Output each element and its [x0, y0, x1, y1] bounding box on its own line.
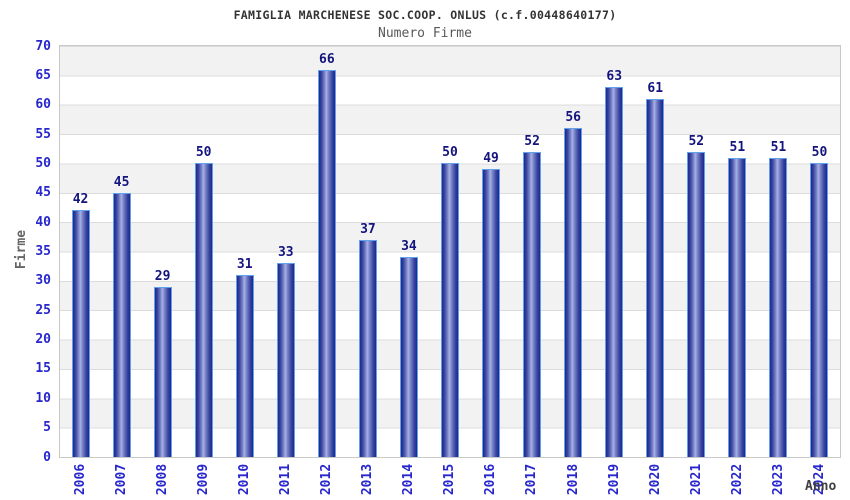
x-tick-2010: 2010	[226, 460, 264, 498]
x-tick-2023: 2023	[759, 460, 797, 498]
bar-value-label-2017: 52	[524, 133, 540, 149]
x-tick-2017: 2017	[513, 460, 551, 498]
bar-2016	[482, 169, 501, 457]
bar-2011	[276, 263, 295, 457]
bar-2013	[358, 239, 377, 457]
bar-2008	[153, 286, 172, 457]
y-tick-label-55: 55	[35, 126, 51, 142]
bar-2007	[112, 192, 131, 457]
y-tick-label-10: 10	[35, 390, 51, 406]
bar-2010	[235, 275, 254, 457]
x-tick-2011: 2011	[267, 460, 305, 498]
x-tick-label-2008: 2008	[155, 463, 171, 495]
y-tick-label-40: 40	[35, 214, 51, 230]
x-tick-label-2009: 2009	[196, 463, 212, 495]
bar-value-label-2021: 52	[688, 133, 705, 149]
bar-value-label-2024: 50	[811, 145, 828, 161]
x-tick-2009: 2009	[185, 460, 223, 498]
x-tick-label-2020: 2020	[647, 463, 663, 495]
bar-value-label-2020: 61	[647, 80, 664, 96]
bar-value-label-2012: 66	[319, 51, 335, 67]
bar-2014	[399, 257, 418, 457]
x-tick-2021: 2021	[677, 460, 715, 498]
x-tick-label-2012: 2012	[319, 463, 335, 495]
x-tick-label-2016: 2016	[483, 463, 499, 495]
bar-value-label-2007: 45	[113, 174, 130, 190]
y-tick-label-45: 45	[35, 185, 51, 201]
bar-value-label-2019: 63	[606, 69, 623, 85]
bar-2009	[194, 163, 213, 457]
y-tick-label-15: 15	[35, 361, 51, 377]
x-tick-2015: 2015	[431, 460, 469, 498]
y-tick-label-5: 5	[43, 420, 51, 436]
x-tick-2013: 2013	[349, 460, 387, 498]
bar-value-label-2009: 50	[195, 145, 212, 161]
x-tick-label-2022: 2022	[729, 463, 745, 495]
x-tick-2019: 2019	[595, 460, 633, 498]
bar-value-label-2018: 56	[565, 110, 581, 126]
x-tick-label-2021: 2021	[688, 463, 704, 495]
bar-value-label-2023: 51	[770, 139, 787, 155]
y-tick-label-25: 25	[35, 302, 51, 318]
y-tick-label-0: 0	[43, 449, 51, 465]
bar-value-label-2008: 29	[154, 268, 171, 284]
y-tick-label-30: 30	[35, 273, 51, 289]
bar-2018	[564, 128, 583, 457]
bar-value-label-2013: 37	[360, 221, 376, 237]
bar-2022	[728, 157, 747, 457]
x-tick-label-2023: 2023	[770, 463, 786, 495]
x-tick-2007: 2007	[103, 460, 141, 498]
bar-value-label-2006: 42	[72, 192, 89, 208]
x-tick-label-2010: 2010	[237, 463, 253, 495]
chart-title: FAMIGLIA MARCHENESE SOC.COOP. ONLUS (c.f…	[233, 8, 617, 22]
x-tick-2008: 2008	[144, 460, 182, 498]
y-tick-label-50: 50	[35, 155, 51, 171]
bar-2020	[646, 98, 665, 457]
x-tick-2020: 2020	[636, 460, 674, 498]
x-tick-label-2011: 2011	[278, 463, 294, 495]
bar-2024	[810, 163, 829, 457]
bar-value-label-2011: 33	[277, 245, 294, 261]
bar-2019	[605, 87, 624, 457]
y-tick-label-20: 20	[35, 332, 51, 348]
bar-value-label-2010: 31	[236, 257, 253, 272]
x-tick-label-2014: 2014	[401, 463, 417, 495]
bar-2021	[687, 151, 706, 457]
y-tick-label-65: 65	[35, 67, 51, 83]
y-tick-label-60: 60	[35, 97, 51, 113]
x-tick-2012: 2012	[308, 460, 346, 498]
bar-value-label-2014: 34	[401, 239, 417, 255]
x-tick-2016: 2016	[472, 460, 510, 498]
plot-area: 42 45 29 50 31 33 66 37 34 50 49 52 56 63 61 52 51 51 50	[59, 45, 841, 458]
x-tick-2014: 2014	[390, 460, 428, 498]
bar-value-label-2016: 49	[483, 151, 499, 167]
x-tick-2022: 2022	[718, 460, 756, 498]
bar-value-label-2015: 50	[442, 145, 458, 161]
bar-2006	[71, 210, 90, 457]
x-tick-2006: 2006	[62, 460, 100, 498]
x-axis-label: Anno	[805, 479, 837, 494]
x-tick-label-2018: 2018	[565, 463, 581, 495]
x-tick-label-2019: 2019	[606, 463, 622, 495]
bar-value-label-2022: 51	[729, 139, 746, 155]
bar-2015	[441, 163, 459, 457]
chart-subtitle: Numero Firme	[378, 26, 472, 41]
y-tick-label-70: 70	[35, 38, 51, 54]
bar-2012	[317, 69, 336, 457]
x-tick-2018: 2018	[554, 460, 592, 498]
x-tick-label-2015: 2015	[442, 463, 458, 495]
y-tick-label-35: 35	[35, 244, 51, 259]
bar-2023	[769, 157, 788, 457]
x-tick-label-2006: 2006	[73, 463, 89, 495]
x-tick-label-2017: 2017	[524, 463, 540, 495]
bar-2017	[523, 151, 542, 457]
x-tick-label-2013: 2013	[360, 463, 376, 495]
x-tick-label-2007: 2007	[114, 463, 130, 495]
